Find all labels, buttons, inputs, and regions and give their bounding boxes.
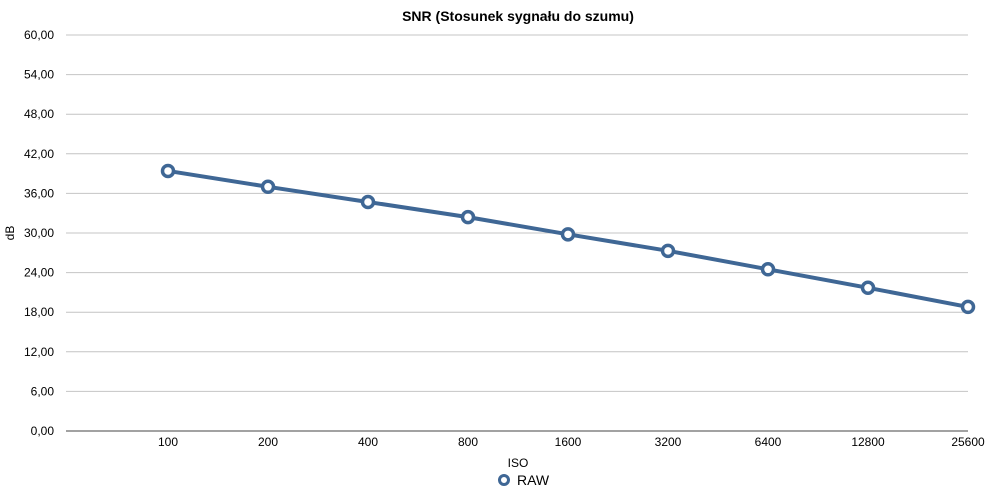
x-tick-label: 25600 [951, 435, 985, 449]
x-tick-label: 12800 [851, 435, 885, 449]
x-tick-label: 100 [158, 435, 178, 449]
y-tick-label: 30,00 [24, 226, 54, 240]
data-point [560, 227, 576, 242]
legend: RAW [498, 472, 550, 488]
x-tick-label: 3200 [655, 435, 682, 449]
y-tick-label: 54,00 [24, 68, 54, 82]
data-point [860, 280, 876, 296]
data-point [360, 194, 376, 210]
x-tick-label: 1600 [555, 435, 582, 449]
data-point [460, 209, 476, 225]
y-tick-label: 42,00 [24, 147, 54, 161]
y-tick-label: 18,00 [24, 305, 54, 319]
legend-marker [498, 474, 510, 486]
y-tick-label: 24,00 [24, 266, 54, 280]
y-tick-label: 48,00 [24, 107, 54, 121]
x-tick-label: 800 [458, 435, 478, 449]
series-layer [160, 163, 976, 315]
data-point [960, 299, 976, 315]
legend-label: RAW [517, 472, 550, 488]
x-tick-label: 200 [258, 435, 278, 449]
x-tick-label: 6400 [755, 435, 782, 449]
data-point [260, 179, 276, 195]
x-tick-label: 400 [358, 435, 378, 449]
y-tick-label: 0,00 [31, 424, 55, 438]
data-point [760, 262, 776, 277]
y-axis-tick-labels: 0,00 6,00 12,00 18,00 24,00 30,00 36,00 42,00 48… [24, 28, 54, 438]
y-tick-label: 60,00 [24, 28, 54, 42]
y-tick-label: 36,00 [24, 186, 54, 200]
x-axis-label: ISO [508, 456, 529, 470]
y-tick-label: 12,00 [24, 345, 54, 359]
x-axis-tick-labels: 100 200 400 800 1600 3200 6400 12800 25600 [158, 435, 985, 449]
y-axis-label: dB [3, 226, 17, 241]
chart-title: SNR (Stosunek sygnału do szumu) [402, 8, 634, 24]
gridlines [66, 34, 968, 432]
y-tick-label: 6,00 [31, 384, 55, 398]
data-point [160, 163, 176, 179]
data-point [660, 243, 676, 259]
